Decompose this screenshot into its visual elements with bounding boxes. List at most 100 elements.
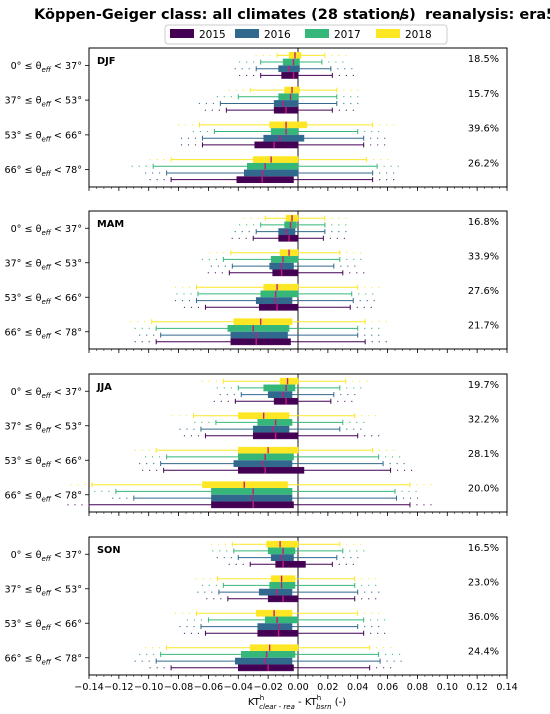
outlier-2018: [423, 484, 425, 486]
category-label-post: < 66°: [51, 619, 82, 630]
outlier-2016: [234, 231, 236, 233]
outlier-2015: [156, 469, 158, 471]
outlier-2018: [345, 217, 347, 219]
outlier-2016: [226, 394, 228, 396]
box-2017: [241, 651, 296, 658]
category-label-sub: eff: [41, 495, 51, 503]
box-2018: [269, 121, 308, 129]
box-2016: [244, 169, 299, 177]
box-2016: [233, 460, 293, 467]
outlier-2017: [152, 456, 154, 458]
outlier-2018: [364, 286, 366, 288]
outlier-2016: [159, 172, 161, 174]
outlier-2017: [153, 653, 155, 656]
outlier-2016: [198, 102, 200, 105]
outlier-2018: [181, 612, 184, 614]
outlier-2017: [384, 619, 386, 621]
category-label-post: < 53°: [51, 96, 82, 107]
outlier-2017: [134, 327, 136, 329]
outlier-2017: [192, 130, 194, 133]
outlier-2015: [385, 341, 387, 343]
category-label: 37° ≤ θeff < 53°: [4, 584, 82, 597]
outlier-2016: [347, 265, 349, 267]
x-tick-label: 0.00: [287, 682, 308, 693]
outlier-2018: [137, 321, 139, 323]
outlier-2015: [338, 109, 340, 111]
outlier-2016: [393, 172, 395, 174]
outlier-2018: [216, 252, 218, 254]
outlier-2016: [230, 557, 232, 559]
outlier-2016: [347, 394, 349, 396]
outlier-2016: [386, 660, 388, 662]
outlier-2016: [187, 137, 190, 139]
outlier-2017: [349, 550, 351, 552]
box-2017: [263, 384, 296, 392]
outlier-2018: [174, 612, 177, 614]
outlier-2015: [149, 667, 151, 669]
outlier-2015: [141, 341, 143, 343]
outlier-2016: [351, 68, 353, 70]
category-label: 37° ≤ θeff < 53°: [4, 96, 82, 109]
outlier-2018: [70, 484, 72, 486]
outlier-2016: [248, 68, 250, 70]
outlier-2015: [148, 341, 150, 343]
category-label-pre: 37° ≤ θ: [4, 258, 41, 269]
outlier-2015: [194, 144, 197, 146]
outlier-2017: [239, 224, 241, 226]
box-2015: [278, 234, 299, 242]
outlier-2015: [329, 237, 331, 239]
outlier-2015: [390, 667, 392, 669]
outlier-2016: [224, 265, 226, 267]
outlier-2016: [379, 172, 381, 174]
outlier-2018: [373, 158, 375, 161]
outlier-2016: [364, 334, 366, 336]
outlier-2015: [361, 598, 363, 600]
box-2018: [252, 156, 299, 163]
percentage-label: 36.0%: [468, 612, 499, 623]
percentage-label: 16.8%: [468, 217, 499, 228]
legend-label-2016: 2016: [264, 29, 291, 41]
box-2017: [267, 547, 296, 555]
outlier-2017: [208, 584, 210, 587]
box-2017: [227, 325, 290, 332]
outlier-2018: [385, 321, 387, 323]
outlier-2018: [242, 89, 244, 91]
outlier-2017: [206, 130, 208, 133]
x-label-sup2: h: [317, 694, 321, 702]
legend-swatch-2017: [305, 29, 329, 38]
outlier-2018: [262, 54, 264, 56]
outlier-2018: [195, 578, 197, 580]
outlier-2015: [220, 400, 222, 402]
box-2015: [236, 176, 294, 184]
outlier-2015: [238, 237, 240, 239]
category-label-sub: eff: [41, 135, 51, 143]
outlier-2015: [386, 179, 388, 181]
category-label-pre: 0° ≤ θ: [11, 550, 42, 561]
legend-label-2017: 2017: [334, 29, 361, 41]
outlier-2016: [241, 231, 243, 233]
category-label: 53° ≤ θeff < 66°: [4, 619, 82, 632]
outlier-2018: [353, 252, 355, 254]
outlier-2018: [353, 543, 355, 545]
outlier-2015: [370, 144, 372, 146]
outlier-2015: [156, 179, 158, 181]
box-2015: [275, 560, 306, 568]
outlier-2017: [343, 96, 345, 98]
outlier-2017: [216, 96, 218, 98]
category-label: 66° ≤ θeff < 78°: [4, 490, 82, 503]
outlier-2017: [364, 130, 366, 133]
outlier-2016: [180, 137, 183, 139]
outlier-2015: [344, 400, 346, 402]
outlier-2018: [361, 415, 363, 417]
outlier-2017: [353, 387, 355, 389]
outlier-2016: [186, 626, 188, 628]
category-label-sub: eff: [41, 426, 51, 434]
outlier-2018: [188, 612, 191, 614]
outlier-2017: [176, 293, 178, 295]
outlier-2016: [371, 626, 373, 628]
category-label: 66° ≤ θeff < 78°: [4, 327, 82, 340]
outlier-2016: [403, 463, 405, 465]
outlier-2017: [375, 584, 377, 587]
x-tick-label: −0.14: [74, 682, 103, 693]
